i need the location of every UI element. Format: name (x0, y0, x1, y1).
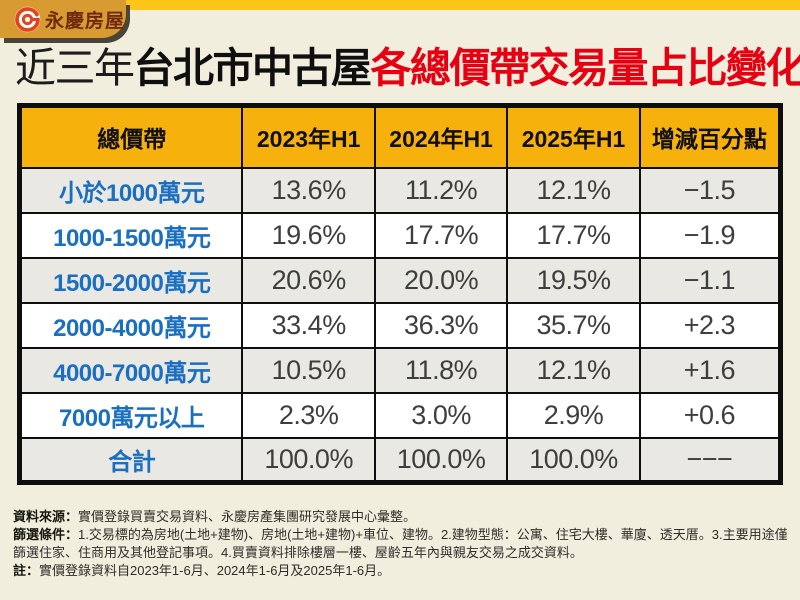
price-band-table: 總價帶 2023年H1 2024年H1 2025年H1 增減百分點 小於1000… (17, 103, 783, 485)
cell-2024: 100.0% (373, 436, 509, 484)
cell-delta: −1.1 (638, 256, 782, 304)
note-source: 資料來源：實價登錄買賣交易資料、永慶房產集團研究發展中心彙整。 (13, 508, 791, 526)
header-price-band: 總價帶 (18, 104, 244, 169)
note-filter-text: 1.交易標的為房地(土地+建物)、房地(土地+建物)+車位、建物。2.建物型態：… (13, 527, 788, 560)
cell-2023: 33.4% (241, 301, 376, 349)
row-label: 7000萬元以上 (18, 391, 244, 439)
cell-2024: 20.0% (373, 256, 509, 304)
cell-2023: 13.6% (241, 166, 376, 214)
title-highlight: 各總價帶交易量占比變化 (370, 45, 800, 91)
cell-delta: −1.5 (638, 166, 782, 214)
row-label: 小於1000萬元 (18, 166, 244, 214)
note-filter-label: 篩選條件： (13, 527, 79, 542)
cell-delta: −−− (638, 436, 782, 484)
table-row: 4000-7000萬元 10.5% 11.8% 12.1% +1.6 (18, 346, 782, 394)
row-label: 1500-2000萬元 (18, 256, 244, 304)
brand-badge: 永慶房屋 (0, 0, 126, 38)
cell-2024: 11.8% (373, 346, 509, 394)
row-label: 2000-4000萬元 (18, 301, 244, 349)
cell-2025: 35.7% (506, 301, 641, 349)
row-label: 1000-1500萬元 (18, 211, 244, 259)
header-2024h1: 2024年H1 (373, 104, 509, 169)
top-accent-strip (0, 0, 800, 10)
page-title: 近三年台北市中古屋各總價帶交易量占比變化 (15, 45, 800, 91)
table-row: 7000萬元以上 2.3% 3.0% 2.9% +0.6 (18, 391, 782, 439)
cell-2023: 10.5% (241, 346, 376, 394)
note-source-label: 資料來源： (13, 509, 79, 524)
row-label: 4000-7000萬元 (18, 346, 244, 394)
table-row: 1500-2000萬元 20.6% 20.0% 19.5% −1.1 (18, 256, 782, 304)
cell-2025: 100.0% (506, 436, 641, 484)
row-label-total: 合計 (18, 436, 244, 484)
cell-2025: 12.1% (506, 166, 641, 214)
note-filter: 篩選條件：1.交易標的為房地(土地+建物)、房地(土地+建物)+車位、建物。2.… (13, 526, 791, 562)
note-period-text: 實價登錄資料自2023年1-6月、2024年1-6月及2025年1-6月。 (39, 563, 391, 578)
title-prefix: 近三年 (15, 45, 135, 91)
header-2025h1: 2025年H1 (506, 104, 641, 169)
cell-delta: +0.6 (638, 391, 782, 439)
brand-name: 永慶房屋 (45, 10, 126, 32)
cell-2024: 11.2% (373, 166, 509, 214)
table-row-total: 合計 100.0% 100.0% 100.0% −−− (18, 436, 782, 484)
note-period: 註：實價登錄資料自2023年1-6月、2024年1-6月及2025年1-6月。 (13, 562, 791, 580)
cell-2025: 12.1% (506, 346, 641, 394)
table-row: 2000-4000萬元 33.4% 36.3% 35.7% +2.3 (18, 301, 782, 349)
cell-delta: +1.6 (638, 346, 782, 394)
cell-2025: 19.5% (506, 256, 641, 304)
table-row: 1000-1500萬元 19.6% 17.7% 17.7% −1.9 (18, 211, 782, 259)
cell-delta: +2.3 (638, 301, 782, 349)
header-2023h1: 2023年H1 (241, 104, 376, 169)
note-period-label: 註： (13, 563, 40, 578)
cell-2025: 17.7% (506, 211, 641, 259)
cell-2025: 2.9% (506, 391, 641, 439)
footnotes: 資料來源：實價登錄買賣交易資料、永慶房產集團研究發展中心彙整。 篩選條件：1.交… (13, 508, 791, 580)
cell-2023: 100.0% (241, 436, 376, 484)
cell-2023: 20.6% (241, 256, 376, 304)
cell-2023: 19.6% (241, 211, 376, 259)
table-row: 小於1000萬元 13.6% 11.2% 12.1% −1.5 (18, 166, 782, 214)
cell-delta: −1.9 (638, 211, 782, 259)
cell-2024: 3.0% (373, 391, 509, 439)
table-header-row: 總價帶 2023年H1 2024年H1 2025年H1 增減百分點 (18, 104, 782, 169)
yungching-circle-logo-icon (14, 6, 41, 33)
title-subject: 台北市中古屋 (133, 45, 373, 91)
header-delta: 增減百分點 (638, 104, 782, 169)
note-source-text: 實價登錄買賣交易資料、永慶房產集團研究發展中心彙整。 (78, 509, 417, 524)
cell-2024: 36.3% (373, 301, 509, 349)
cell-2023: 2.3% (241, 391, 376, 439)
cell-2024: 17.7% (373, 211, 509, 259)
